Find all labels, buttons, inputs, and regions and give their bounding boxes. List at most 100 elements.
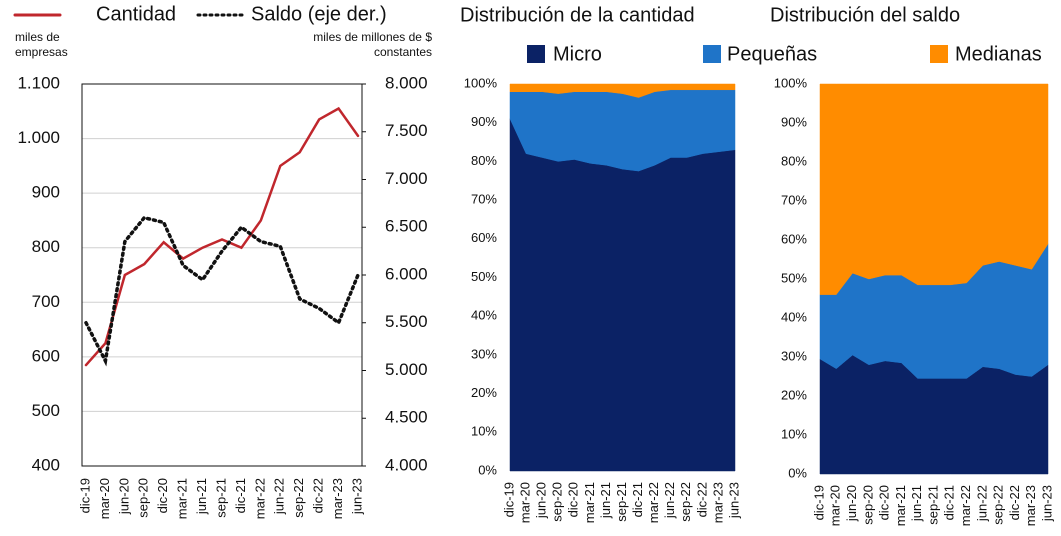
y-tick-label: 900	[32, 183, 60, 202]
y2-tick-label: 7.500	[385, 121, 428, 140]
x-tick-label: mar-22	[646, 482, 661, 523]
x-tick-label: jun-22	[662, 482, 677, 519]
legend-label: Cantidad	[96, 3, 176, 25]
x-tick-label: jun-23	[1039, 485, 1054, 522]
y-tick-label: 0%	[478, 462, 497, 477]
y-tick-label: 90%	[471, 114, 497, 129]
area	[509, 83, 736, 98]
y2-tick-label: 6.000	[385, 264, 428, 283]
x-tick-label: mar-23	[710, 482, 725, 523]
x-tick-label: mar-20	[518, 482, 533, 523]
y2-tick-label: 7.000	[385, 169, 428, 188]
x-tick-label: sep-20	[860, 485, 875, 525]
y-tick-label: 100%	[774, 75, 808, 90]
x-tick-label: mar-22	[958, 485, 973, 526]
y-tick-label: 1.100	[17, 73, 60, 92]
y2-tick-label: 8.000	[385, 73, 428, 92]
x-tick-label: jun-22	[974, 485, 989, 522]
x-tick-label: sep-20	[136, 478, 151, 518]
y-tick-label: 60%	[471, 230, 497, 245]
x-tick-label: mar-23	[1023, 485, 1038, 526]
x-tick-label: dic-20	[566, 482, 581, 517]
x-tick-label: dic-19	[77, 478, 92, 513]
y-tick-label: 80%	[781, 153, 807, 168]
y-tick-label: 70%	[781, 192, 807, 207]
y-tick-label: 20%	[781, 387, 807, 402]
series-line	[84, 215, 360, 367]
legend-label: Medianas	[955, 43, 1042, 65]
x-tick-label: dic-20	[155, 478, 170, 513]
y-tick-label: 10%	[471, 424, 497, 439]
x-tick-label: jun-22	[272, 478, 287, 515]
legend-label: Pequeñas	[727, 43, 817, 65]
x-tick-label: mar-21	[893, 485, 908, 526]
y2-tick-label: 4.000	[385, 455, 428, 474]
y2-tick-label: 4.500	[385, 408, 428, 427]
x-tick-label: jun-21	[909, 485, 924, 522]
y-tick-label: 50%	[781, 270, 807, 285]
y-tick-label: 400	[32, 455, 60, 474]
area	[509, 118, 736, 472]
y-tick-label: 600	[32, 346, 60, 365]
x-tick-label: dic-22	[1007, 485, 1022, 520]
y-tick-label: 500	[32, 401, 60, 420]
y-tick-label: 50%	[471, 269, 497, 284]
legend-swatch	[527, 45, 545, 63]
x-tick-label: jun-20	[116, 478, 131, 515]
x-tick-label: jun-23	[726, 482, 741, 519]
y-tick-label: 70%	[471, 192, 497, 207]
x-tick-label: jun-21	[598, 482, 613, 519]
legend-swatch	[930, 45, 948, 63]
legend-label: Micro	[553, 43, 602, 65]
x-tick-label: sep-21	[925, 485, 940, 525]
y-axis-label: miles de empresas	[15, 30, 68, 59]
y-tick-label: 60%	[781, 231, 807, 246]
x-tick-label: jun-20	[534, 482, 549, 519]
y-tick-label: 40%	[781, 309, 807, 324]
x-tick-label: mar-20	[97, 478, 112, 519]
y2-tick-label: 5.500	[385, 312, 428, 331]
plot-border	[81, 83, 363, 467]
x-tick-label: mar-20	[828, 485, 843, 526]
x-tick-label: jun-21	[194, 478, 209, 515]
x-tick-label: dic-21	[630, 482, 645, 517]
x-tick-label: mar-23	[330, 478, 345, 519]
y-tick-label: 800	[32, 237, 60, 256]
x-tick-label: dic-22	[311, 478, 326, 513]
x-tick-label: dic-21	[942, 485, 957, 520]
y-tick-label: 40%	[471, 308, 497, 323]
y2-tick-label: 5.000	[385, 360, 428, 379]
x-tick-label: sep-22	[291, 478, 306, 518]
x-tick-label: mar-21	[175, 478, 190, 519]
y-tick-label: 1.000	[17, 128, 60, 147]
x-tick-label: mar-21	[582, 482, 597, 523]
x-tick-label: dic-21	[233, 478, 248, 513]
x-tick-label: sep-21	[213, 478, 228, 518]
x-tick-label: jun-20	[844, 485, 859, 522]
y2-axis-label: miles de millones de $ constantes	[313, 30, 432, 59]
x-tick-label: dic-19	[811, 485, 826, 520]
x-tick-label: sep-22	[678, 482, 693, 522]
x-tick-label: sep-22	[991, 485, 1006, 525]
y-tick-label: 90%	[781, 114, 807, 129]
chart-title: Distribución de la cantidad	[460, 4, 695, 26]
y-tick-label: 0%	[788, 465, 807, 480]
y-tick-label: 100%	[464, 75, 498, 90]
chart-title: Distribución del saldo	[770, 4, 960, 26]
x-tick-label: dic-22	[694, 482, 709, 517]
y-tick-label: 80%	[471, 153, 497, 168]
x-tick-label: dic-20	[877, 485, 892, 520]
y2-tick-label: 6.500	[385, 217, 428, 236]
legend-swatch	[703, 45, 721, 63]
series-line	[84, 106, 360, 367]
x-tick-label: dic-19	[501, 482, 516, 517]
y-tick-label: 10%	[781, 426, 807, 441]
area	[819, 83, 1049, 295]
legend-label: Saldo (eje der.)	[251, 3, 387, 25]
x-tick-label: jun-23	[349, 478, 364, 515]
x-tick-label: sep-21	[614, 482, 629, 522]
x-tick-label: sep-20	[550, 482, 565, 522]
x-tick-label: mar-22	[252, 478, 267, 519]
